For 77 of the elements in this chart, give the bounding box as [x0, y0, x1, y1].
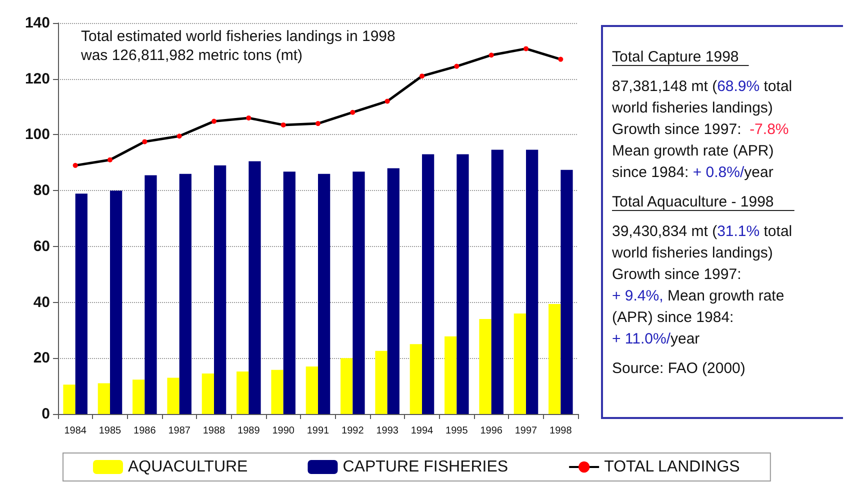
bar	[340, 358, 353, 414]
bar	[387, 168, 400, 414]
y-tick-label: 60	[33, 238, 50, 255]
bar	[375, 350, 388, 414]
bar	[236, 372, 249, 414]
bar	[514, 313, 526, 414]
point	[280, 122, 286, 128]
point	[454, 64, 460, 69]
x-tick-label: 1993	[376, 426, 399, 436]
x-tick-label: 1986	[134, 426, 156, 436]
point	[108, 157, 112, 162]
bar	[271, 370, 284, 414]
point	[176, 134, 182, 139]
y-tick-label: 20	[33, 350, 50, 367]
bar	[98, 383, 110, 414]
text: 39,430,834 mt (31.1% total world fisheries landings) Growth since 1997: + 9.4%, Mean growth rate (APR) since 1984: + 11.0%/year	[612, 222, 792, 348]
y-tick-label: 120	[24, 70, 50, 88]
bar	[202, 374, 214, 414]
point	[524, 46, 528, 52]
bar	[306, 366, 318, 414]
bar	[422, 154, 434, 414]
point	[488, 52, 494, 58]
bar	[110, 190, 122, 414]
point	[350, 110, 356, 115]
bar	[214, 165, 226, 414]
bar	[548, 304, 561, 414]
y-tick-label: 80	[33, 182, 50, 200]
bar	[526, 150, 538, 414]
x-tick-label: 1987	[168, 426, 191, 436]
bar	[479, 319, 492, 414]
bar	[63, 384, 76, 414]
x-tick-label: 1989	[238, 426, 260, 436]
bar	[444, 336, 457, 414]
legend-label: TOTAL LANDINGS	[604, 458, 740, 476]
text: Total estimated world fisheries landings in 1998 was 126,811,982 metric tons (mt)	[80, 28, 396, 64]
point	[72, 162, 78, 168]
bar	[167, 378, 180, 414]
bar	[248, 161, 261, 414]
x-tick-label: 1990	[272, 426, 295, 436]
bar	[318, 174, 330, 414]
y-tick-label: 100	[24, 126, 50, 144]
legend-label: CAPTURE FISHERIES	[342, 458, 508, 476]
point	[384, 98, 390, 104]
y-tick-label: 140	[24, 14, 50, 32]
bar	[410, 344, 422, 414]
bar	[560, 170, 573, 414]
y-tick-label: 40	[33, 294, 50, 311]
legend-label: AQUACULTURE	[128, 458, 248, 476]
text: 87,381,148 mt (68.9% total world fisheries landings) Growth since 1997: -7.8% Mean growth rate (APR) since 1984: + 0.8%/year	[612, 78, 792, 181]
bar	[132, 380, 145, 414]
x-tick-label: 1996	[480, 426, 503, 436]
x-tick-label: 1998	[550, 426, 572, 436]
point	[558, 56, 564, 62]
point	[142, 139, 148, 144]
bar	[456, 154, 469, 414]
point	[420, 74, 424, 79]
text: Total Capture 1998	[612, 48, 739, 66]
bar	[179, 174, 192, 414]
point	[316, 121, 320, 126]
x-tick-label: 1995	[446, 426, 468, 436]
point	[246, 115, 252, 120]
bar	[144, 175, 157, 414]
x-tick-label: 1984	[64, 426, 87, 436]
x-tick-label: 1994	[410, 426, 434, 436]
bar	[491, 150, 504, 414]
x-tick-label: 1997	[514, 426, 538, 436]
source-note: Source: FAO (2000)	[612, 360, 746, 377]
x-tick-label: 1992	[342, 426, 364, 436]
bar	[352, 172, 365, 414]
text: Total Aquaculture - 1998	[612, 193, 774, 210]
x-tick-label: 1985	[98, 426, 122, 436]
x-tick-label: 1988	[202, 426, 226, 436]
bar	[283, 172, 296, 414]
y-tick-label: 0	[42, 406, 50, 422]
point	[212, 118, 216, 124]
bar	[75, 194, 88, 414]
x-tick-label: 1991	[306, 426, 330, 436]
